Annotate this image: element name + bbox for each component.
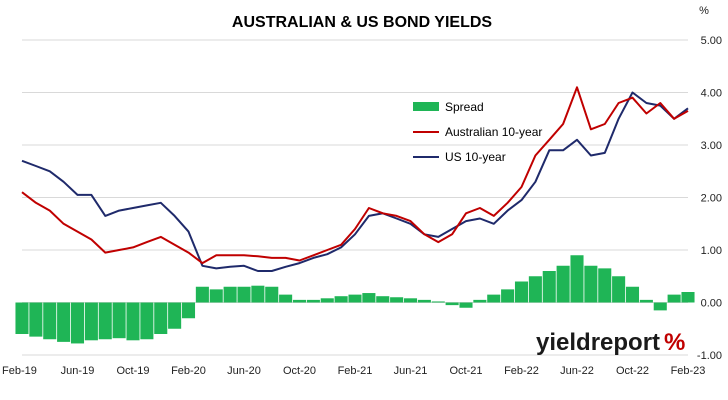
spread-bar (195, 286, 209, 303)
spread-bar (639, 299, 653, 303)
legend: Spread Australian 10-year US 10-year (413, 100, 542, 164)
brand-percent-icon: % (664, 329, 685, 356)
spread-bar (514, 281, 529, 303)
spread-bar (209, 289, 223, 303)
y-tick-label: 5.00 (701, 35, 722, 47)
spread-bar (306, 299, 320, 303)
spread-bar (584, 265, 598, 303)
spread-bar (168, 302, 182, 329)
spread-bar (126, 302, 140, 341)
x-tick-label: Oct-20 (283, 365, 316, 377)
spread-bar (445, 302, 459, 306)
spread-bar (181, 302, 196, 319)
x-tick-label: Feb-19 (2, 365, 37, 377)
yield-lines (21, 86, 689, 272)
spread-bar (362, 293, 376, 303)
chart-title: AUSTRALIAN & US BOND YIELDS (232, 14, 492, 31)
spread-bar (70, 302, 85, 344)
spread-bar (612, 276, 626, 303)
brand-text: yieldreport% (536, 329, 685, 356)
spread-bar (15, 302, 29, 334)
y-tick-label: 0.00 (701, 298, 722, 310)
legend-label-us-10-year: US 10-year (445, 150, 506, 164)
y-axis-unit-label: % (699, 5, 709, 17)
x-tick-label: Feb-22 (504, 365, 539, 377)
spread-bar (237, 286, 251, 303)
spread-bar (154, 302, 168, 334)
spread-bar (84, 302, 98, 341)
spread-bar (625, 286, 640, 303)
spread-bar (376, 296, 390, 303)
legend-label-spread: Spread (445, 100, 484, 114)
spread-bar (320, 298, 334, 303)
x-tick-label: Jun-22 (560, 365, 594, 377)
spread-bar (556, 265, 570, 303)
y-tick-label: -1.00 (697, 350, 722, 362)
x-tick-label: Feb-21 (338, 365, 373, 377)
spread-bar (403, 298, 418, 303)
x-tick-label: Jun-20 (227, 365, 261, 377)
x-tick-label: Jun-21 (394, 365, 428, 377)
spread-bar (681, 292, 695, 303)
spread-bar (390, 297, 404, 303)
spread-bar (431, 301, 445, 303)
spread-bar (140, 302, 154, 340)
x-tick-label: Feb-20 (171, 365, 206, 377)
spread-bar (667, 294, 681, 303)
spread-bar (334, 296, 348, 303)
spread-bar (112, 302, 126, 339)
spread-bar (292, 299, 307, 303)
x-axis-ticks: Feb-19 Jun-19 Oct-19 Feb-20 Jun-20 Oct-20 Feb-… (2, 365, 705, 377)
spread-bar (473, 299, 487, 303)
yieldreport-logo: yieldreport% (536, 329, 685, 356)
spread-bar (417, 299, 431, 303)
spread-bar (653, 302, 667, 311)
australian-10-year-line (21, 86, 689, 265)
spread-bar (279, 294, 293, 303)
spread-bars (15, 255, 695, 344)
spread-bar (570, 255, 584, 303)
spread-bar (57, 302, 71, 342)
x-tick-label: Feb-23 (671, 365, 706, 377)
y-tick-label: 2.00 (701, 193, 722, 205)
x-tick-label: Jun-19 (61, 365, 95, 377)
spread-bar (251, 285, 265, 303)
spread-bar (459, 302, 473, 308)
y-tick-label: 4.00 (701, 88, 722, 100)
y-tick-label: 1.00 (701, 245, 722, 257)
spread-bar (265, 286, 279, 303)
x-tick-label: Oct-21 (449, 365, 482, 377)
x-tick-label: Oct-22 (616, 365, 649, 377)
spread-bar (542, 271, 556, 303)
legend-label-australian-10-year: Australian 10-year (445, 125, 542, 139)
spread-bar (598, 268, 612, 303)
spread-bar (98, 302, 112, 340)
y-tick-label: 3.00 (701, 140, 722, 152)
spread-bar (29, 302, 43, 337)
us-10-year-line (21, 91, 689, 272)
x-tick-label: Oct-19 (116, 365, 149, 377)
y-axis-ticks: -1.00 0.00 1.00 2.00 3.00 4.00 5.00 (697, 35, 722, 362)
legend-swatch-spread (413, 102, 439, 111)
spread-bar (501, 289, 515, 303)
spread-bar (43, 302, 57, 340)
brand-word: yieldreport (536, 329, 660, 356)
spread-bar (528, 276, 542, 303)
spread-bar (223, 286, 237, 303)
spread-bar (348, 294, 362, 303)
spread-bar (487, 294, 501, 303)
